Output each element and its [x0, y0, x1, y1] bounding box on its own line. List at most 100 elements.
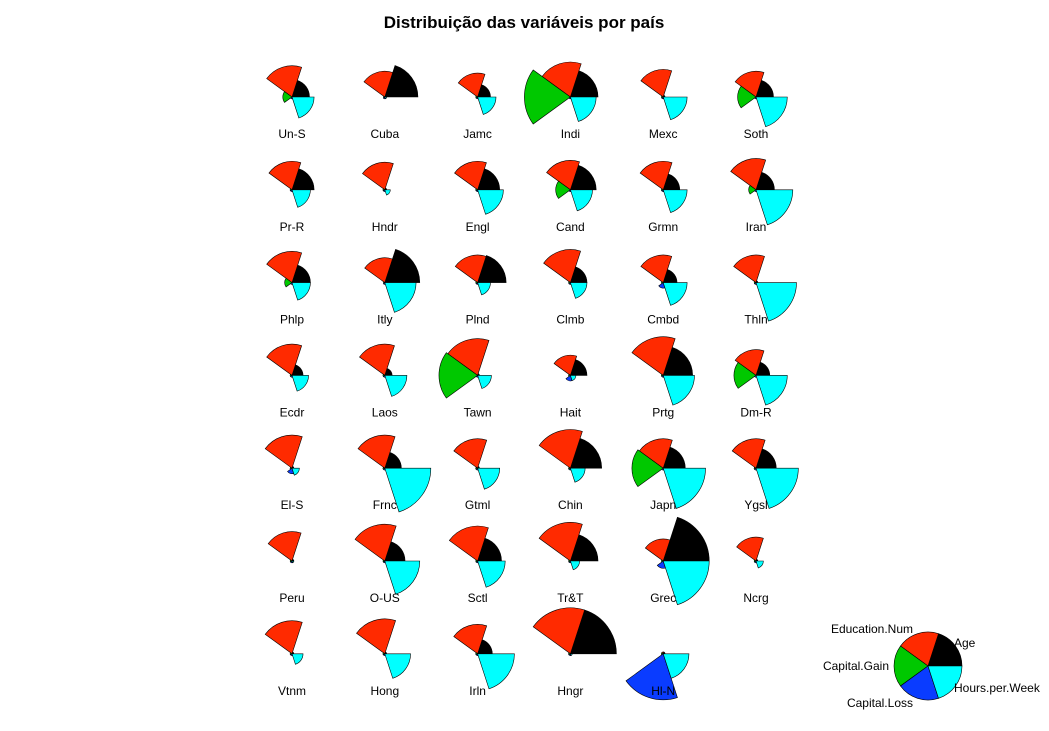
country-label: Hngr: [557, 684, 583, 698]
star-cuba: Cuba: [363, 65, 419, 141]
legend-label-age: Age: [954, 636, 976, 650]
segment-education-num: [453, 624, 488, 655]
segment-education-num: [447, 338, 490, 376]
segment-education-num: [543, 249, 582, 284]
segment-education-num: [546, 160, 580, 191]
segment-education-num: [454, 161, 487, 191]
segment-hours-per-week: [755, 96, 788, 128]
country-label: Cmbd: [647, 313, 679, 327]
star-peru: Peru: [267, 531, 305, 605]
segment-capital-gain: [524, 69, 571, 125]
segment-education-num: [357, 434, 396, 469]
segment-capital-gain: [748, 185, 757, 195]
legend-segment-capital-gain: [893, 645, 929, 687]
star-mexc: Mexc: [640, 69, 688, 141]
segment-education-num: [644, 538, 671, 562]
segment-education-num: [267, 531, 302, 562]
star-engl: Engl: [454, 161, 504, 234]
star-irln: Irln: [453, 624, 515, 698]
segment-hours-per-week: [291, 653, 304, 665]
segment-hours-per-week: [384, 560, 421, 595]
star-jamc: Jamc: [457, 72, 497, 141]
segment-capital-gain: [737, 85, 757, 109]
segment-education-num: [266, 65, 303, 98]
country-label: Tawn: [464, 405, 492, 419]
country-label: Iran: [746, 220, 767, 234]
segment-hours-per-week: [477, 189, 504, 215]
country-label: Engl: [466, 220, 490, 234]
segment-hours-per-week: [477, 467, 500, 490]
segment-hours-per-week: [291, 467, 300, 476]
segment-age: [384, 65, 419, 98]
segment-education-num: [731, 438, 766, 469]
country-stars: Un-S Cuba Jamc Indi Mexc Soth Pr-R Hndr Engl Cand…: [264, 61, 799, 701]
star-soth: Soth: [734, 70, 788, 141]
country-label: Peru: [279, 591, 304, 605]
segment-hours-per-week: [569, 375, 577, 382]
star-hngr: Hngr: [532, 607, 617, 698]
segment-education-num: [454, 254, 487, 284]
country-label: Hndr: [372, 220, 398, 234]
segment-education-num: [553, 354, 578, 376]
segment-age: [662, 516, 710, 562]
country-label: Hl-N: [651, 684, 675, 698]
star-hl-n: Hl-N: [625, 651, 690, 701]
country-label: Ecdr: [280, 405, 305, 419]
segment-education-num: [264, 620, 303, 655]
legend-label-education-num: Education.Num: [831, 622, 913, 636]
star-iran: Iran: [730, 158, 794, 234]
segment-education-num: [356, 618, 396, 655]
segment-education-num: [359, 343, 395, 376]
country-label: Grec: [650, 591, 676, 605]
segment-hours-per-week: [384, 96, 387, 100]
segment-hours-per-week: [291, 96, 315, 119]
country-label: Un-S: [278, 127, 305, 141]
segment-hours-per-week: [384, 282, 417, 313]
star-pr-r: Pr-R: [268, 161, 315, 234]
country-label: O-US: [370, 591, 400, 605]
segment-hours-per-week: [755, 560, 764, 569]
segment-education-num: [640, 69, 673, 98]
segment-hours-per-week: [477, 375, 492, 389]
segment-education-num: [266, 343, 303, 376]
segment-education-num: [362, 161, 394, 191]
country-label: Clmb: [556, 313, 584, 327]
country-label: Pr-R: [280, 220, 305, 234]
country-label: Gtml: [465, 498, 490, 512]
star-phlp: Phlp: [266, 251, 311, 327]
star-o-us: O-US: [354, 523, 421, 605]
segment-hours-per-week: [291, 282, 311, 301]
star-gtml: Gtml: [453, 438, 500, 512]
star-plnd: Plnd: [454, 254, 507, 327]
country-label: Itly: [377, 313, 392, 327]
segment-hours-per-week: [755, 189, 794, 226]
segment-hours-per-week: [477, 282, 491, 296]
segment-hours-per-week: [755, 375, 788, 406]
star-prtg: Prtg: [631, 336, 695, 419]
segment-education-num: [541, 61, 582, 98]
segment-capital-gain: [284, 277, 293, 288]
legend-segment-hours-per-week: [927, 665, 963, 699]
star-hong: Hong: [356, 618, 411, 698]
country-label: Mexc: [649, 127, 678, 141]
legend-segment-age: [927, 633, 963, 667]
segment-hours-per-week: [662, 375, 695, 406]
star-grmn: Grmn: [639, 161, 688, 234]
country-label: Frnc: [373, 498, 397, 512]
legend: Age Education.Num Capital.Gain Capital.Loss…: [823, 622, 1041, 710]
segment-hours-per-week: [755, 282, 797, 322]
segment-age: [384, 248, 421, 283]
segment-hours-per-week: [477, 96, 497, 115]
segment-education-num: [354, 523, 397, 562]
segment-age: [477, 255, 507, 283]
star-dm-r: Dm-R: [733, 349, 788, 419]
segment-hours-per-week: [291, 189, 311, 208]
star-clmb: Clmb: [543, 249, 588, 327]
star-tawn: Tawn: [438, 338, 492, 419]
segment-education-num: [736, 536, 764, 562]
segment-age: [569, 609, 617, 655]
segment-education-num: [734, 349, 765, 376]
star-laos: Laos: [359, 343, 408, 419]
star-grec: Grec: [644, 516, 710, 606]
segment-hours-per-week: [384, 375, 408, 397]
